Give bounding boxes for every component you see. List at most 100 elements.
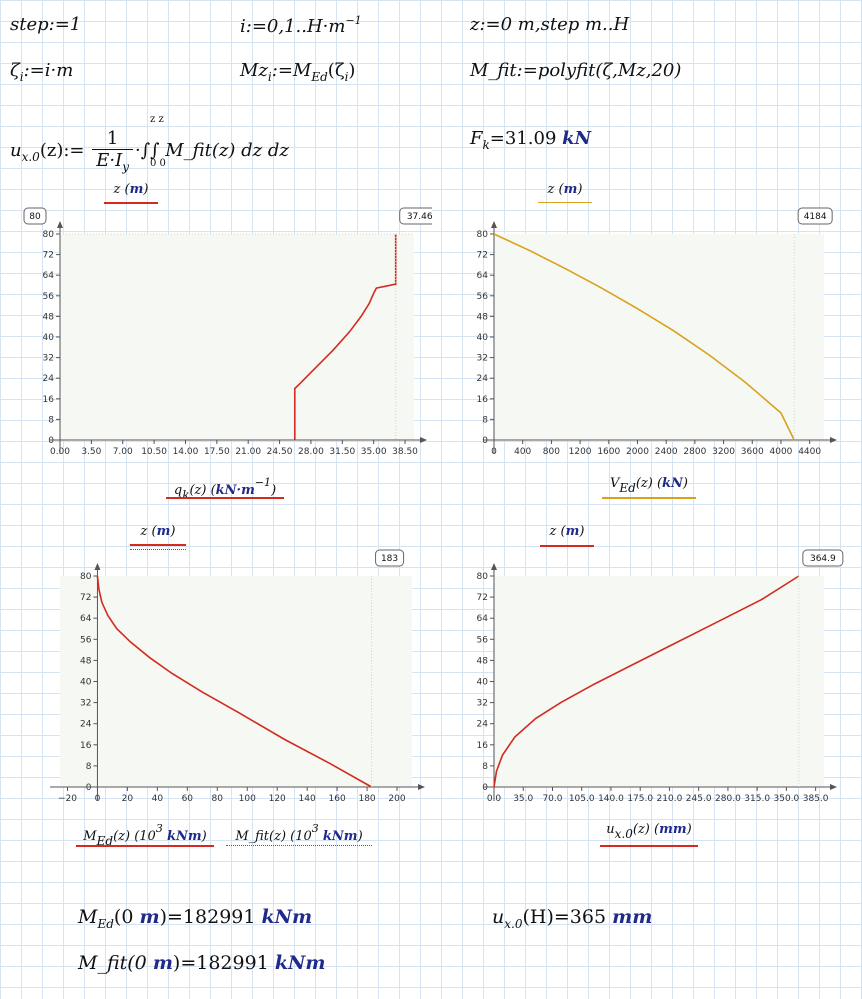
chart1-max-y-badge-label: 80	[29, 212, 41, 222]
chart3-xlabel-sup: 3	[155, 822, 163, 835]
chart4-xtick-label: 140.0	[598, 794, 624, 804]
chart2-svg[interactable]: 0816243240485664728004008001200160020002…	[452, 206, 852, 466]
ux-definition[interactable]: ux.0(z):= 1 E·Iy ·∫∫ M_fit(z) dz dz z z …	[10, 114, 289, 174]
result-mfit-unit: kNm	[274, 952, 326, 974]
zeta-index: i	[19, 70, 24, 84]
chart3-max-x-badge: 183	[375, 549, 405, 567]
ux-arg: (z):=	[39, 140, 85, 161]
chart4-xlabel[interactable]: ux.0(z) (mm)	[600, 822, 698, 841]
chart1-xlabel-sup: −1	[254, 476, 272, 489]
chart3-xlabel-sub: Ed	[96, 834, 114, 848]
chart3-xlabel2-sup: 3	[311, 822, 319, 835]
chart3-plot-area	[60, 576, 412, 787]
chart3-ytick-label: 8	[86, 762, 92, 772]
chart2[interactable]: 0816243240485664728004008001200160020002…	[452, 206, 852, 466]
chart3-xlabel-underline	[76, 845, 214, 847]
chart2-y-axis-arrow	[491, 221, 497, 228]
chart4-ytick-label: 0	[482, 783, 488, 793]
result-ux[interactable]: ux.0(H)=365 mm	[492, 906, 652, 931]
ux-denominator-sub: y	[122, 160, 129, 174]
chart4-xlabel-main: u	[606, 822, 615, 837]
chart2-ylabel[interactable]: z (m)	[547, 182, 583, 197]
chart2-xlabel-unit: kN	[662, 476, 683, 491]
ux-denominator: E·I	[96, 150, 123, 171]
chart2-xlabel[interactable]: VEd(z) (kN)	[602, 476, 696, 495]
chart3-ytick-label: 72	[80, 593, 91, 603]
chart4-max-x-badge: 364.9	[802, 549, 844, 567]
chart1-ytick-label: 72	[43, 251, 54, 261]
chart3-xlabel-rest: (z) (10	[113, 829, 156, 844]
chart3-xtick-label: 60	[182, 794, 194, 804]
chart1[interactable]: 0 8 16 24 32 40 48 56 64 72 80 0.00 3.50 7.00 10.50 14.…	[22, 206, 432, 466]
chart4-xtick-label: 35.0	[513, 794, 533, 804]
chart4-ytick-label: 72	[477, 593, 488, 603]
chart3[interactable]: 08162432404856647280−2002040608010012014…	[22, 548, 432, 813]
ux-integral: ·∫∫ M_fit(z) dz dz	[135, 140, 289, 161]
chart2-max-x-badge-label: 4184	[804, 212, 827, 222]
z-range-definition[interactable]: z:=0 m,step m..H	[470, 14, 629, 35]
chart2-xlabel-sub: Ed	[619, 481, 636, 495]
chart3-xlabel2[interactable]: M_fit(z) (103 kNm)	[226, 822, 372, 844]
chart1-ytick-label: 16	[43, 395, 55, 405]
chart4-xtick-label: 105.0	[569, 794, 595, 804]
result-med-value: )=182991	[159, 906, 256, 928]
fk-definition[interactable]: Fk=31.09 kN	[470, 128, 591, 152]
chart4-xlabel-close: )	[686, 822, 692, 837]
chart3-series-line	[96, 575, 372, 788]
chart2-ytick-label: 80	[477, 230, 489, 240]
ux-subscript: x.0	[21, 150, 40, 164]
result-med-symbol: M	[78, 906, 98, 928]
chart3-xtick-label: 100	[239, 794, 256, 804]
chart1-ytick-label: 8	[48, 415, 54, 425]
zeta-rhs: :=i·m	[23, 60, 74, 81]
zeta-definition[interactable]: ζi:=i·m	[10, 60, 73, 84]
chart2-xlabel-rest: (z) (	[635, 476, 663, 491]
chart3-ytick-label: 32	[80, 699, 91, 709]
chart3-ytick-label: 64	[80, 614, 92, 624]
mz-arg-sub: i	[344, 70, 349, 84]
mfit-definition[interactable]: M_fit:=polyfit(ζ,Mz,20)	[470, 60, 681, 81]
result-mfit[interactable]: M_fit(0 m)=182991 kNm	[78, 952, 325, 974]
result-med-unit: kNm	[261, 906, 313, 928]
chart3-xtick-label: 80	[212, 794, 224, 804]
i-range-definition[interactable]: i:=0,1..H·m−1	[240, 14, 362, 37]
chart4-xlabel-unit: mm	[659, 822, 687, 837]
chart2-ytick-label: 72	[477, 251, 488, 261]
i-range-text: i:=0,1..H·m	[240, 16, 346, 37]
chart3-xtick-label: 140	[299, 794, 316, 804]
result-med[interactable]: MEd(0 m)=182991 kNm	[78, 906, 312, 931]
chart3-xtick-label: 200	[388, 794, 405, 804]
chart1-xtick-label: 14.00	[173, 447, 199, 457]
chart4-ylabel[interactable]: z (m)	[549, 524, 585, 539]
chart3-max-x-badge-label: 183	[381, 554, 398, 564]
chart4[interactable]: 0 8 16 24 32 40 48 56 64 72 80 0.0 35.0 70.0 105.0 140.…	[452, 548, 852, 813]
chart3-ylabel[interactable]: z (m)	[140, 524, 176, 539]
mz-rhs: :=M	[271, 60, 312, 81]
chart1-xtick-label: 10.50	[141, 447, 167, 457]
chart1-xlabel[interactable]: qk(z) (kN·m−1)	[166, 476, 284, 502]
mz-arg: (ζ	[327, 60, 345, 81]
chart3-svg[interactable]: 08162432404856647280−2002040608010012014…	[22, 548, 432, 813]
chart4-xtick-label: 350.0	[774, 794, 800, 804]
chart3-xtick-label: −20	[58, 794, 77, 804]
mz-index: i	[267, 70, 272, 84]
result-med-arg: (0	[113, 906, 134, 928]
chart3-xlabel[interactable]: MEd(z) (103 kNm)	[76, 822, 214, 848]
mz-definition[interactable]: Mzi:=MEd(ζi)	[240, 60, 355, 84]
chart2-x-axis-arrow	[830, 437, 837, 443]
chart4-xtick-label: 315.0	[744, 794, 770, 804]
chart1-ylabel[interactable]: z (m)	[113, 182, 149, 197]
chart4-ylabel-unit: m	[565, 524, 580, 539]
step-definition[interactable]: step:=1	[10, 14, 81, 35]
chart2-xtick-label: 3600	[741, 447, 764, 457]
chart4-ylabel-underline	[540, 545, 594, 547]
chart2-series-line	[493, 233, 795, 441]
chart3-ylabel-underline-dotted	[130, 549, 186, 550]
chart4-ytick-label: 8	[482, 762, 488, 772]
fk-unit: kN	[562, 128, 592, 149]
chart2-xlabel-underline	[602, 497, 696, 499]
chart1-ylabel-var: z	[113, 182, 121, 197]
fk-symbol: F	[470, 128, 483, 149]
